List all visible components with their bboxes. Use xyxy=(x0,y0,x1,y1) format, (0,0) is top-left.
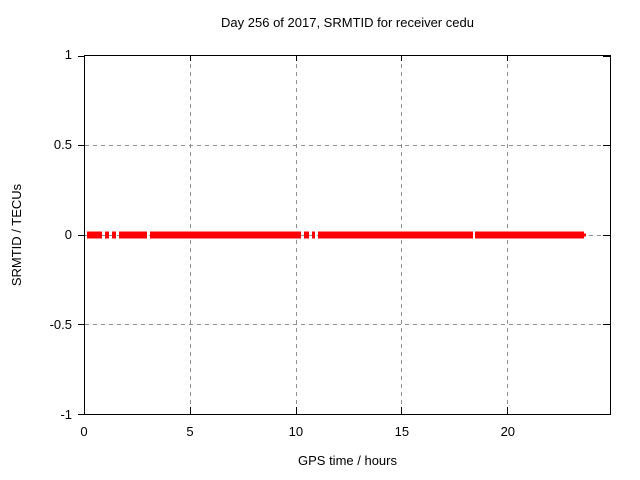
tick-bottom-10 xyxy=(295,407,297,414)
gridline-y--0.5 xyxy=(85,324,610,325)
y-tick-label--1: -1 xyxy=(60,407,72,422)
tick-left-0.5 xyxy=(78,145,84,146)
gridline-y-0.5 xyxy=(85,145,610,146)
x-tick-label-15: 15 xyxy=(394,424,410,439)
tick-bottom-20 xyxy=(506,407,508,414)
data-segment xyxy=(104,231,110,239)
x-tick-label-5: 5 xyxy=(186,424,194,439)
tick-right-1 xyxy=(603,55,610,57)
tick-left--1 xyxy=(78,413,84,415)
tick-top-10 xyxy=(295,56,297,61)
tick-top-5 xyxy=(190,56,192,61)
tick-left--0.5 xyxy=(78,324,84,325)
tick-bottom-15 xyxy=(401,407,403,414)
tick-left-1 xyxy=(78,55,84,57)
y-tick-label--0.5: -0.5 xyxy=(49,317,72,332)
tick-left-0 xyxy=(78,234,84,236)
tick-top-15 xyxy=(401,56,403,61)
data-segment xyxy=(318,231,474,239)
data-segment xyxy=(111,231,116,239)
x-tick-label-20: 20 xyxy=(500,424,516,439)
data-segment xyxy=(475,231,584,239)
chart-title: Day 256 of 2017, SRMTID for receiver ced… xyxy=(221,15,474,30)
data-segment-thin-tail xyxy=(583,233,587,237)
x-tick-label-10: 10 xyxy=(288,424,304,439)
data-segment xyxy=(149,231,302,239)
x-axis-label: GPS time / hours xyxy=(298,453,397,468)
x-tick-label-0: 0 xyxy=(80,424,88,439)
tick-right-0.5 xyxy=(603,145,610,146)
plot-area xyxy=(78,55,611,415)
tick-bottom-5 xyxy=(190,407,192,414)
data-segment xyxy=(86,231,102,239)
y-tick-label-1: 1 xyxy=(64,47,72,62)
y-tick-label-0: 0 xyxy=(64,227,72,242)
tick-right--0.5 xyxy=(603,324,610,325)
tick-top-20 xyxy=(506,56,508,61)
y-tick-label-0.5: 0.5 xyxy=(53,137,72,152)
data-segment xyxy=(118,231,148,239)
tick-right--1 xyxy=(603,413,610,415)
data-segment xyxy=(304,231,310,239)
tick-right-0 xyxy=(603,234,610,236)
data-segment xyxy=(312,231,316,239)
